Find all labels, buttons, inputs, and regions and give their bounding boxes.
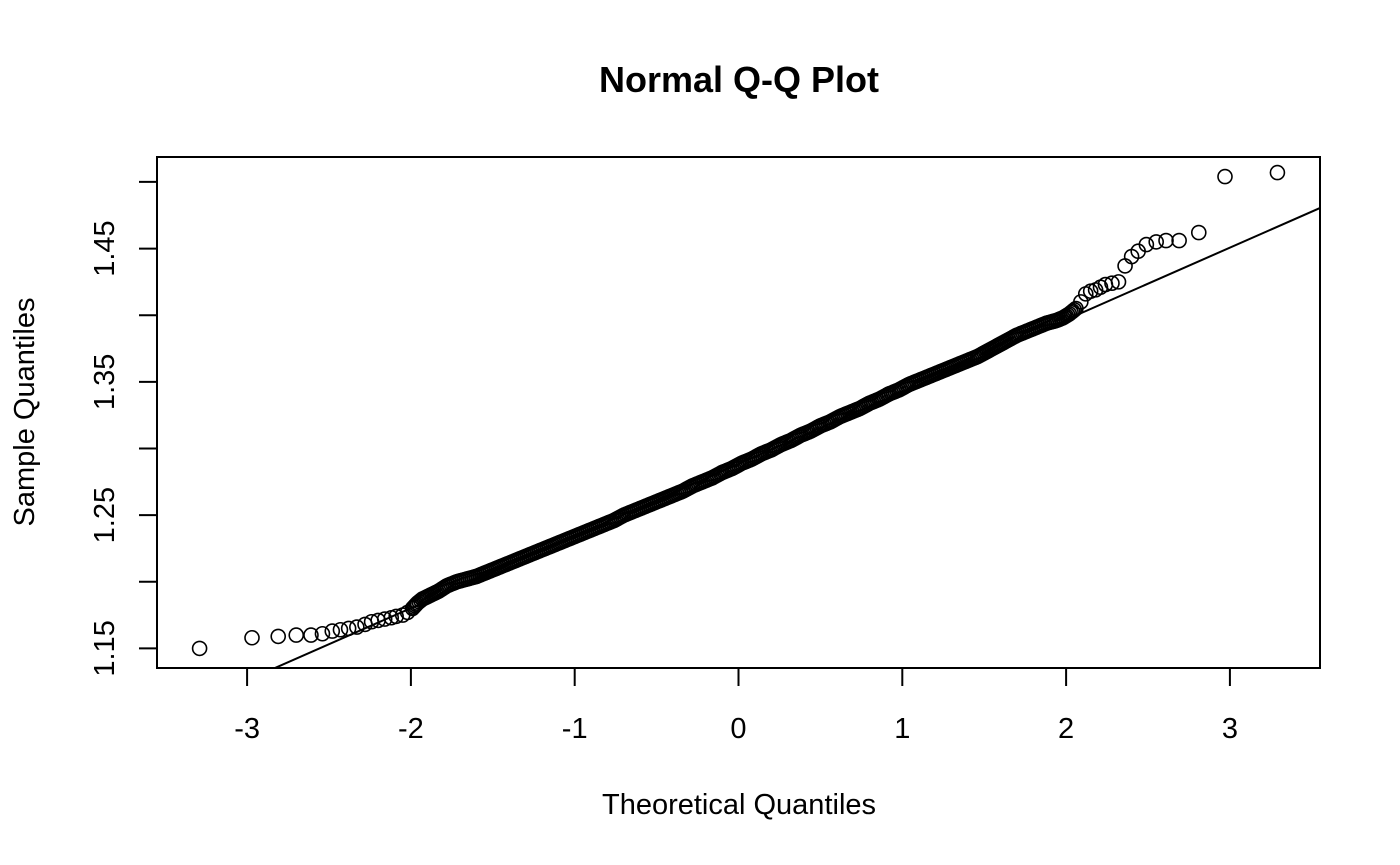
x-tick-label: -3 <box>234 713 260 745</box>
qq-reference-line <box>272 206 1320 668</box>
data-point <box>1063 304 1079 321</box>
data-point <box>244 629 260 646</box>
x-tick-label: 1 <box>894 713 910 745</box>
data-point <box>1117 258 1133 274</box>
y-axis-label: Sample Quantiles <box>9 298 41 527</box>
data-point <box>1064 303 1081 320</box>
data-point <box>1073 294 1089 310</box>
data-point <box>270 628 287 645</box>
data-point <box>1148 234 1164 250</box>
chart-title: Normal Q-Q Plot <box>599 59 879 100</box>
plot-frame <box>156 156 1321 669</box>
data-point <box>324 623 341 639</box>
data-point <box>1217 168 1233 185</box>
x-axis-label: Theoretical Quantiles <box>602 789 876 821</box>
data-point <box>1158 232 1174 249</box>
x-tick-label: 2 <box>1058 713 1074 745</box>
x-tick-label: 3 <box>1222 713 1238 745</box>
data-point <box>376 611 393 627</box>
data-point <box>1190 224 1207 241</box>
data-point <box>340 620 357 637</box>
data-point <box>349 619 365 635</box>
y-tick-label: 1.35 <box>89 354 121 410</box>
data-point <box>1138 236 1155 253</box>
x-tick-label: -1 <box>562 713 588 745</box>
data-point <box>332 621 349 638</box>
x-tick-label: -2 <box>398 713 424 745</box>
y-tick-label: 1.25 <box>89 487 121 543</box>
y-tick-label: 1.15 <box>89 620 121 676</box>
data-point <box>1110 274 1127 290</box>
data-point <box>314 625 331 642</box>
data-point <box>1104 275 1120 292</box>
y-tick-label: 1.45 <box>89 220 121 276</box>
data-point <box>288 627 305 643</box>
data-point <box>191 640 208 657</box>
data-point <box>388 608 404 625</box>
data-point <box>303 627 319 643</box>
data-point <box>1171 232 1187 249</box>
x-tick-label: 0 <box>730 713 746 745</box>
plot-area <box>191 164 1320 668</box>
data-point <box>1269 164 1286 181</box>
